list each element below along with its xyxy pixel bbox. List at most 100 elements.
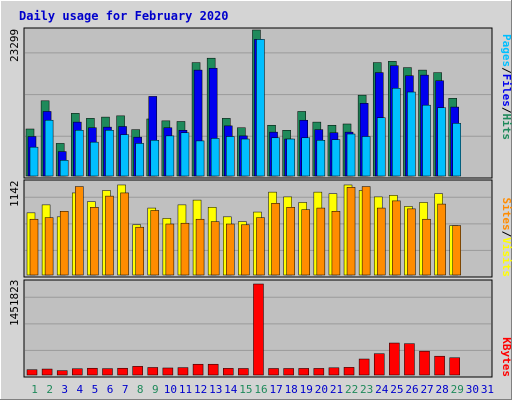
sites-bar: [135, 226, 144, 276]
sites-bar: [105, 195, 114, 276]
legend-sites: Sites: [500, 198, 512, 231]
kbytes-bar: [268, 368, 279, 376]
pages-bar: [452, 123, 461, 177]
sites-bar: [90, 207, 99, 276]
pages-bar: [59, 160, 69, 177]
kbytes-bar: [419, 350, 430, 376]
sites-bar: [165, 223, 175, 276]
sites-bar: [226, 223, 235, 276]
kbytes-bar: [343, 367, 355, 376]
sites-bar: [256, 217, 265, 276]
pages-bar: [90, 141, 99, 177]
kbytes-bar: [404, 343, 415, 376]
visits-sites-panel: 1142: [8, 179, 493, 278]
day-label: 8: [137, 383, 144, 396]
legend-hits: Hits: [500, 114, 512, 141]
day-label: 9: [152, 383, 159, 396]
pages-bar: [316, 140, 326, 177]
day-label: 6: [107, 383, 114, 396]
day-label: 18: [285, 383, 298, 396]
pages-bar: [105, 130, 114, 177]
pages-bar: [392, 88, 401, 177]
kbytes-bar: [56, 370, 68, 376]
pages-bar: [226, 136, 235, 177]
kbytes-bar: [147, 367, 159, 376]
day-label: 13: [209, 383, 222, 396]
day-label: 1: [31, 383, 38, 396]
kbytes-bar: [162, 367, 174, 376]
kbytes-bar: [26, 369, 38, 376]
kbytes-bar: [207, 363, 219, 376]
pages-bar: [150, 140, 160, 177]
pages-bar: [376, 117, 386, 177]
kbytes-panel: 1451823: [8, 279, 493, 378]
day-label: 29: [451, 383, 464, 396]
legend-pages: Pages: [500, 34, 512, 67]
pages-bar: [44, 119, 54, 177]
visits-sites-legend: Sites/Visits: [500, 198, 512, 278]
sites-bar: [437, 203, 446, 276]
pages-bar: [241, 138, 250, 177]
sites-bar: [301, 209, 310, 276]
pages-bar: [75, 130, 84, 177]
kbytes-bar: [192, 363, 204, 376]
pages-bar: [361, 136, 371, 177]
kbytes-bar: [373, 353, 385, 376]
svg-text:Pages/Files/Hits: Pages/Files/Hits: [500, 34, 512, 140]
kbytes-bar: [283, 368, 294, 376]
pages-bar: [331, 139, 341, 177]
legend-sep: /: [500, 231, 512, 238]
day-label: 28: [436, 383, 449, 396]
sites-bar: [392, 200, 401, 276]
sites-bar: [271, 203, 280, 276]
day-label: 26: [405, 383, 418, 396]
pages-bar: [210, 138, 220, 177]
day-label: 12: [194, 383, 207, 396]
hits-max-label: 23299: [8, 29, 21, 62]
hits-files-pages-panel: 23299: [8, 27, 493, 179]
kbytes-bar: [132, 366, 143, 376]
day-label: 30: [466, 383, 479, 396]
pages-bar: [437, 107, 446, 177]
kbytes-bar: [41, 368, 53, 376]
pages-bar: [195, 140, 205, 177]
day-label: 15: [239, 383, 252, 396]
day-label: 20: [315, 383, 328, 396]
kbytes-bar: [253, 283, 264, 376]
kbytes-bar: [238, 368, 249, 376]
kbytes-bar: [72, 368, 83, 376]
day-label: 24: [375, 383, 389, 396]
sites-bar: [407, 208, 416, 276]
day-label: 7: [122, 383, 129, 396]
sites-bar: [331, 211, 341, 276]
kbytes-bar: [328, 367, 340, 376]
sites-bar: [120, 192, 129, 276]
sites-bar: [376, 207, 386, 276]
day-label: 25: [390, 383, 403, 396]
pages-bar: [120, 134, 129, 177]
legend-visits: Visits: [500, 237, 512, 277]
kbytes-legend: KBytes: [500, 337, 512, 377]
visits-max-label: 1142: [8, 181, 21, 208]
pages-bar: [29, 146, 39, 177]
sites-bar: [75, 186, 84, 276]
sites-bar: [150, 210, 160, 276]
kbytes-bar: [298, 368, 309, 376]
day-label: 22: [345, 383, 358, 396]
day-label: 31: [481, 383, 494, 396]
sites-bar: [346, 187, 356, 276]
legend-kbytes: KBytes: [500, 337, 512, 377]
day-label: 14: [224, 383, 238, 396]
day-label: 3: [61, 383, 68, 396]
sites-bar: [422, 218, 431, 276]
kbytes-bar: [223, 368, 234, 376]
pages-bar: [286, 138, 295, 177]
sites-bar: [59, 211, 69, 276]
pages-bar: [407, 91, 416, 177]
sites-bar: [29, 218, 39, 276]
day-label: 4: [77, 383, 84, 396]
kbytes-bar: [313, 368, 325, 376]
day-axis: 1 2 3 4 5 6 7 8 9 10 11 12 13 14 15 16 17 18 19 20 21 22 23 24 2…: [31, 383, 494, 396]
